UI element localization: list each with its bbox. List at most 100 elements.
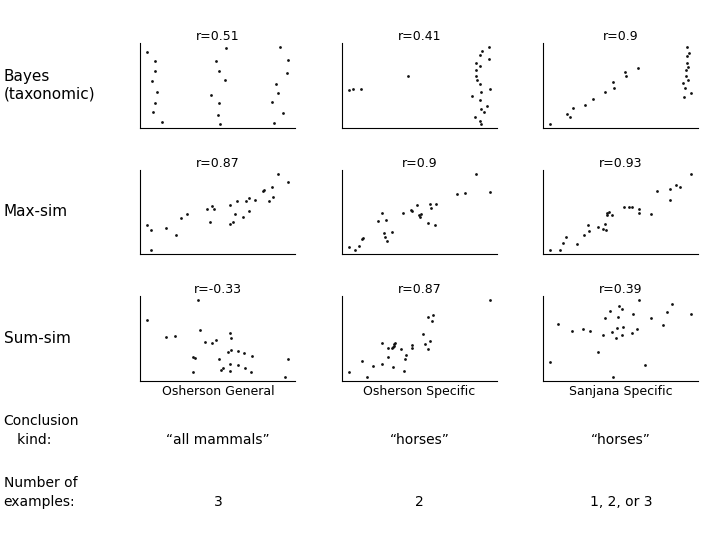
- Point: [229, 210, 240, 218]
- Point: [246, 352, 258, 361]
- Point: [356, 235, 368, 244]
- Point: [161, 223, 172, 232]
- Point: [381, 237, 392, 245]
- Point: [666, 300, 678, 308]
- Point: [282, 178, 294, 186]
- Point: [171, 231, 182, 239]
- Point: [626, 203, 638, 212]
- Point: [160, 333, 171, 341]
- Point: [597, 225, 608, 233]
- Point: [188, 353, 199, 361]
- Point: [149, 99, 161, 107]
- Point: [583, 227, 595, 236]
- Point: [545, 246, 557, 255]
- Point: [665, 184, 676, 193]
- Point: [347, 85, 359, 94]
- Point: [670, 181, 682, 190]
- Point: [601, 208, 613, 217]
- Point: [405, 206, 417, 214]
- Text: 1, 2, or 3: 1, 2, or 3: [590, 495, 652, 509]
- Point: [349, 246, 361, 255]
- Text: examples:: examples:: [4, 495, 75, 509]
- Point: [219, 76, 230, 84]
- Point: [258, 186, 270, 194]
- Point: [607, 373, 618, 381]
- Point: [406, 341, 418, 349]
- Point: [263, 197, 274, 205]
- Text: “horses”: “horses”: [390, 433, 449, 447]
- Point: [380, 216, 392, 225]
- Point: [356, 356, 368, 365]
- Point: [225, 333, 237, 342]
- Point: [175, 213, 186, 222]
- Point: [616, 305, 627, 313]
- Point: [633, 205, 644, 213]
- Point: [567, 327, 578, 335]
- Point: [606, 328, 618, 336]
- Point: [395, 345, 406, 353]
- Point: [402, 72, 414, 80]
- Point: [459, 189, 470, 198]
- Point: [474, 96, 485, 104]
- Point: [419, 339, 431, 348]
- Point: [378, 228, 390, 237]
- Point: [624, 202, 635, 211]
- Point: [475, 119, 487, 128]
- Point: [597, 330, 608, 339]
- Point: [279, 373, 291, 381]
- Title: r=0.51: r=0.51: [196, 30, 240, 43]
- Point: [469, 112, 480, 121]
- Text: “all mammals”: “all mammals”: [166, 433, 270, 447]
- Point: [224, 366, 235, 375]
- Point: [679, 84, 690, 93]
- Point: [616, 331, 627, 340]
- Point: [210, 57, 222, 65]
- Point: [142, 48, 153, 56]
- Point: [608, 84, 620, 93]
- Point: [680, 65, 691, 74]
- Point: [603, 207, 615, 216]
- Point: [270, 79, 282, 88]
- Title: r=0.93: r=0.93: [599, 157, 643, 170]
- Point: [584, 326, 595, 335]
- Text: “horses”: “horses”: [591, 433, 651, 447]
- Point: [681, 43, 693, 51]
- Point: [192, 296, 204, 305]
- Point: [631, 325, 643, 334]
- Point: [272, 89, 284, 97]
- Point: [407, 207, 418, 215]
- Point: [424, 200, 436, 208]
- Point: [387, 227, 398, 236]
- Point: [475, 87, 487, 96]
- Point: [194, 326, 206, 335]
- Point: [619, 68, 631, 76]
- Point: [685, 310, 697, 319]
- Point: [266, 98, 278, 106]
- Point: [414, 213, 426, 222]
- Point: [571, 239, 582, 248]
- Point: [484, 296, 495, 305]
- Point: [424, 337, 436, 346]
- Point: [213, 67, 225, 76]
- Point: [413, 211, 425, 219]
- Point: [390, 338, 401, 347]
- Point: [477, 47, 488, 56]
- Point: [238, 349, 250, 357]
- Point: [145, 225, 156, 234]
- Point: [181, 210, 193, 219]
- Point: [343, 242, 355, 251]
- Point: [588, 94, 599, 103]
- Point: [207, 339, 218, 347]
- Point: [680, 72, 692, 80]
- Point: [593, 347, 604, 356]
- Point: [225, 360, 236, 369]
- Point: [618, 202, 629, 211]
- Point: [639, 361, 651, 369]
- Point: [470, 169, 482, 178]
- Title: r=0.87: r=0.87: [397, 284, 441, 296]
- Point: [273, 169, 284, 178]
- Point: [169, 332, 181, 340]
- Point: [564, 113, 576, 122]
- Point: [222, 348, 234, 356]
- Point: [545, 358, 557, 367]
